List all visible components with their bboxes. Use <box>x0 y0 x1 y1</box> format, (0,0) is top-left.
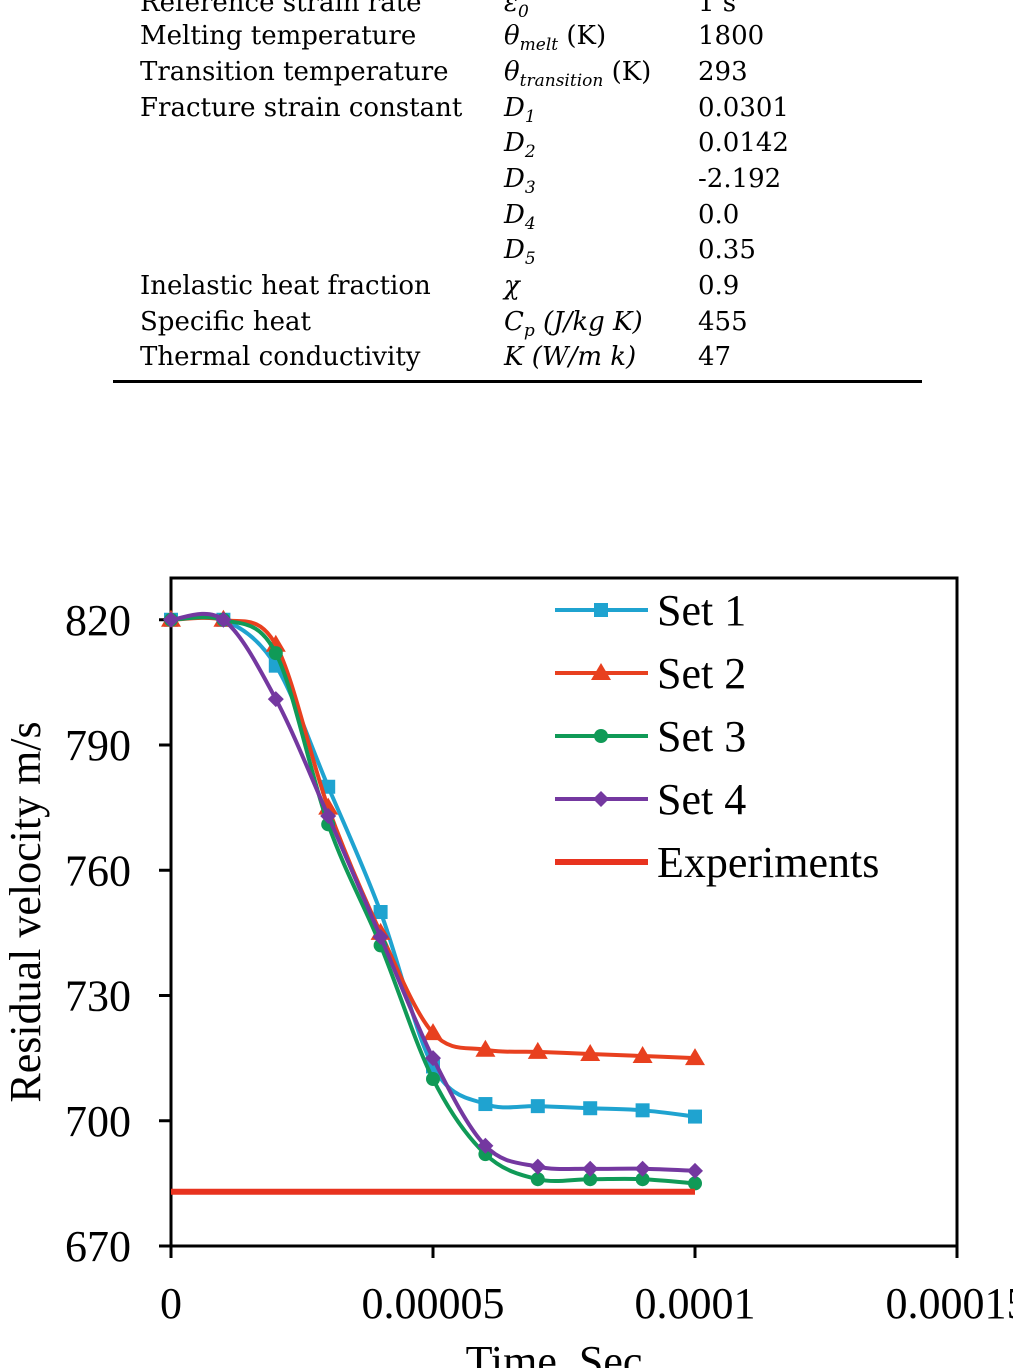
legend-marker <box>594 729 608 743</box>
parameter-value: 0.0301 <box>698 93 789 123</box>
parameter-name: Thermal conductivity <box>140 342 421 372</box>
parameter-symbol: D2 <box>504 128 536 162</box>
parameter-name: Specific heat <box>140 307 311 337</box>
legend-marker <box>591 663 611 680</box>
data-point <box>163 611 179 628</box>
x-tick-label: 0 <box>160 1279 182 1328</box>
data-point <box>478 1097 493 1112</box>
y-tick-label: 700 <box>65 1097 131 1146</box>
data-point <box>373 905 388 919</box>
parameter-value: 47 <box>698 342 732 372</box>
data-point <box>530 1099 545 1114</box>
data-point <box>321 779 336 794</box>
data-point <box>372 929 389 946</box>
parameter-name: Inelastic heat fraction <box>140 271 431 301</box>
legend-label: Set 4 <box>657 775 746 824</box>
data-point <box>267 691 284 708</box>
x-tick-label: 0.00005 <box>362 1279 505 1328</box>
plot-frame <box>169 576 959 1248</box>
series-line <box>170 615 696 1061</box>
series-line <box>170 614 696 1119</box>
legend-label: Set 3 <box>657 712 746 761</box>
data-point <box>215 611 232 628</box>
series-line <box>170 611 696 1173</box>
y-tick-label: 730 <box>65 972 131 1021</box>
data-point <box>475 1039 496 1057</box>
y-tick-label: 790 <box>65 721 131 770</box>
y-tick-label: 760 <box>65 846 131 895</box>
parameter-value: 0.9 <box>698 271 740 301</box>
series-line <box>170 615 696 1186</box>
x-tick-label: 0.00015 <box>886 1279 1013 1328</box>
parameter-value: 0.35 <box>698 235 756 265</box>
data-point <box>426 1072 440 1086</box>
series-set-4 <box>163 611 703 1179</box>
data-point <box>583 1101 598 1116</box>
data-point <box>583 1172 598 1187</box>
data-point <box>320 807 337 824</box>
parameter-symbol: D4 <box>504 200 536 234</box>
parameter-value: 455 <box>698 307 748 337</box>
x-tick-label: 0.0001 <box>635 1279 756 1328</box>
residual-velocity-chart: 670 700 730 760 790 820 0 0.00005 0.0001 0.00015 R… <box>1 576 1013 1368</box>
parameter-symbol: ε0 <box>504 0 529 22</box>
legend-marker <box>593 791 609 807</box>
parameter-symbol: D3 <box>504 164 536 198</box>
data-point <box>688 1109 702 1124</box>
y-tick-label: 670 <box>65 1222 131 1271</box>
parameter-value: 0.0 <box>698 200 740 230</box>
legend-label: Experiments <box>657 838 879 887</box>
parameter-name: Transition temperature <box>140 57 449 87</box>
parameter-value: -2.192 <box>698 164 782 194</box>
data-point <box>685 1048 705 1066</box>
parameter-value: 1 s <box>698 0 737 18</box>
legend-label: Set 1 <box>657 586 746 635</box>
parameter-name: Melting temperature <box>140 21 417 51</box>
data-point <box>580 1043 601 1061</box>
parameter-symbol: χ <box>504 271 520 301</box>
y-axis-title: Residual velocity m/s <box>1 721 50 1102</box>
table-bottom-rule <box>113 380 922 383</box>
data-point <box>527 1041 548 1059</box>
legend-entry: Set 3 <box>555 712 746 761</box>
legend-entry: Experiments <box>555 838 879 887</box>
parameter-value: 0.0142 <box>698 128 789 158</box>
data-point <box>530 1172 545 1187</box>
data-point <box>632 1046 653 1064</box>
data-point <box>688 1176 702 1191</box>
parameter-symbol: θtransition (K) <box>504 57 652 91</box>
parameter-symbol: D1 <box>504 93 536 127</box>
parameter-name: Fracture strain constant <box>140 93 463 123</box>
series-set-2 <box>161 609 705 1066</box>
data-point <box>634 1160 651 1177</box>
data-point <box>529 1158 546 1175</box>
data-point <box>425 1050 441 1067</box>
legend-label: Set 2 <box>657 649 746 698</box>
parameter-value: 1800 <box>698 21 765 51</box>
parameter-symbol: Cp (J/kg K) <box>504 307 643 341</box>
parameter-name: Reference strain rate <box>140 0 422 18</box>
y-tick-label: 820 <box>65 596 131 645</box>
series-set-1 <box>164 612 702 1124</box>
parameter-symbol: K (W/m k) <box>504 342 637 372</box>
legend-entry: Set 1 <box>555 586 746 635</box>
x-axis-title: Time, Sec <box>466 1337 643 1368</box>
parameter-symbol: θmelt (K) <box>504 21 607 55</box>
parameter-symbol: D5 <box>504 235 536 269</box>
data-point <box>268 646 283 661</box>
data-point <box>582 1160 599 1177</box>
legend-marker <box>594 603 608 617</box>
parameter-table: Reference strain rate ε0 1 s Melting temper… <box>0 0 1013 390</box>
legend-entry: Set 4 <box>555 775 746 824</box>
data-point <box>635 1103 650 1118</box>
data-point <box>423 1023 443 1041</box>
series-set-3 <box>164 612 702 1191</box>
legend-entry: Set 2 <box>555 649 746 698</box>
data-point <box>687 1162 703 1179</box>
data-point <box>477 1137 494 1154</box>
data-point <box>635 1172 650 1187</box>
parameter-value: 293 <box>698 57 748 87</box>
